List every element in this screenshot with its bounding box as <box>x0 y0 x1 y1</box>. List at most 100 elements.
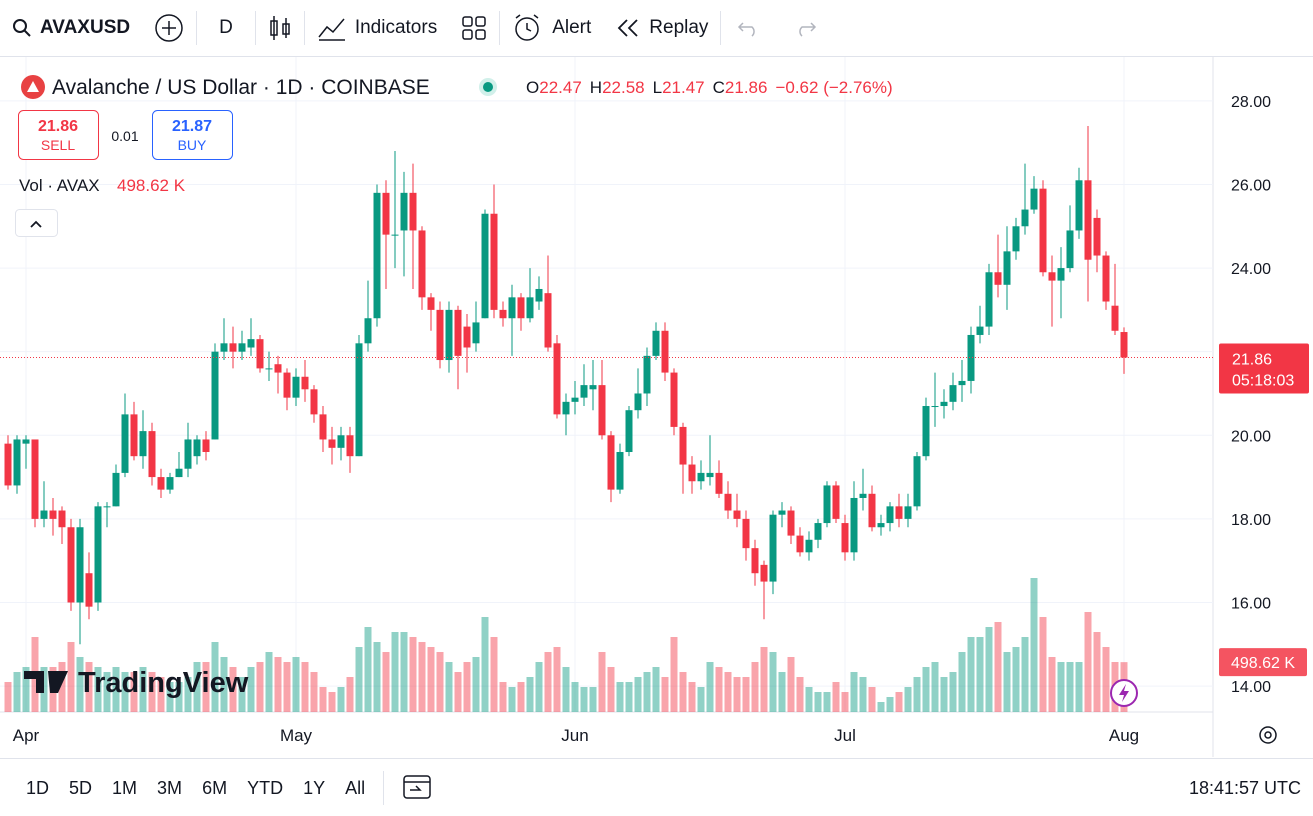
candle-body <box>193 439 201 457</box>
indicators-icon <box>318 18 345 41</box>
candle-body <box>544 293 552 348</box>
sell-price: 21.86 <box>38 118 78 135</box>
candle-body <box>715 472 723 494</box>
volume-bar <box>715 667 723 712</box>
symbol-search[interactable]: AVAXUSD <box>0 0 142 56</box>
volume-bar <box>418 642 426 712</box>
volume-bar <box>94 667 102 712</box>
volume-bar <box>247 667 255 712</box>
volume-bar <box>1012 647 1020 712</box>
candle-body <box>841 523 849 553</box>
candle-body <box>1021 209 1029 227</box>
replay-button[interactable]: Replay <box>603 0 720 56</box>
volume-bar <box>400 632 408 712</box>
candle-body <box>211 351 219 440</box>
range-button[interactable]: 6M <box>202 777 228 798</box>
volume-bar <box>229 667 237 712</box>
volume-bar <box>409 637 417 712</box>
volume-bar <box>634 677 642 712</box>
candle-body <box>445 309 453 361</box>
sell-button[interactable]: 21.86 SELL <box>18 110 99 160</box>
candle-body <box>319 414 327 440</box>
candle-body <box>337 435 345 448</box>
buy-label: BUY <box>178 137 207 153</box>
candle-body <box>706 472 714 478</box>
volume-bar <box>778 672 786 712</box>
candle-body <box>508 297 516 319</box>
candle-body <box>49 510 57 519</box>
candle-body <box>742 518 750 549</box>
market-status <box>483 82 493 92</box>
volume-bar <box>220 657 228 712</box>
candle-body <box>391 234 399 236</box>
candle-body <box>400 192 408 231</box>
search-icon <box>13 19 31 37</box>
volume-bar <box>724 672 732 712</box>
volume-bar <box>499 682 507 712</box>
alert-label: Alert <box>552 17 592 38</box>
indicators-button[interactable]: Indicators <box>305 0 449 56</box>
volume-bar <box>688 682 696 712</box>
range-button[interactable]: 1D <box>26 777 50 798</box>
undo-icon <box>738 22 756 37</box>
range-button[interactable]: 1Y <box>303 777 326 798</box>
volume-bar <box>589 687 597 712</box>
volume-bar <box>1084 612 1092 712</box>
volume-bar <box>463 662 471 712</box>
last-price-badge <box>1219 343 1309 394</box>
volume-bar <box>1057 662 1065 712</box>
volume-bar <box>265 652 273 712</box>
candle-body <box>976 326 984 335</box>
sell-label: SELL <box>41 137 75 153</box>
range-button[interactable]: YTD <box>247 777 284 798</box>
range-button[interactable]: 5D <box>69 777 93 798</box>
bottom-bar: 1D 5D 1M 3M 6M YTD 1Y All 18:41:57 UTC <box>0 758 1313 816</box>
undo-button[interactable] <box>721 0 777 56</box>
grid-icon <box>462 16 486 40</box>
candle-body <box>103 506 111 508</box>
candle-body <box>778 510 786 515</box>
candle-body <box>454 309 462 356</box>
volume-bar <box>373 642 381 712</box>
volume-bar <box>562 667 570 712</box>
buy-button[interactable]: 21.87 BUY <box>152 110 233 160</box>
alert-button[interactable]: Alert <box>500 0 603 56</box>
goto-date-button[interactable] <box>384 772 450 805</box>
chart: 14.0016.0018.0020.0022.0024.0026.0028.00… <box>0 57 1313 758</box>
candle-body <box>652 330 660 356</box>
volume-bar <box>607 667 615 712</box>
interval[interactable]: D <box>197 0 255 56</box>
candle-body <box>112 472 120 507</box>
range-button[interactable]: All <box>345 777 366 798</box>
volume-bar <box>274 657 282 712</box>
volume-bar <box>481 617 489 712</box>
y-tick-label: 18.00 <box>1231 512 1271 529</box>
layouts-button[interactable] <box>449 0 499 56</box>
candle-body <box>490 213 498 310</box>
candle-icon <box>270 16 290 40</box>
compare[interactable] <box>142 0 196 56</box>
volume-bar <box>796 677 804 712</box>
volume-bar <box>1048 657 1056 712</box>
redo-button[interactable] <box>777 0 833 56</box>
chart-type[interactable] <box>256 0 304 56</box>
volume-bar <box>535 662 543 712</box>
volume-bar <box>517 682 525 712</box>
candle-body <box>931 406 939 408</box>
candle-body <box>769 514 777 582</box>
candle-body <box>859 493 867 498</box>
volume-bar <box>436 652 444 712</box>
last-price-label: 21.86 <box>1232 352 1272 369</box>
candle-body <box>1057 268 1065 281</box>
collapse-button[interactable] <box>15 209 58 237</box>
range-button[interactable]: 3M <box>157 777 183 798</box>
candle-body <box>787 510 795 536</box>
settings-button[interactable] <box>1259 726 1277 744</box>
candle-body <box>220 343 228 352</box>
candle-body <box>283 372 291 398</box>
candle-body <box>571 397 579 402</box>
candle-body <box>634 393 642 411</box>
range-button[interactable]: 1M <box>112 777 138 798</box>
candle-body <box>310 389 318 415</box>
volume-bar <box>76 657 84 712</box>
